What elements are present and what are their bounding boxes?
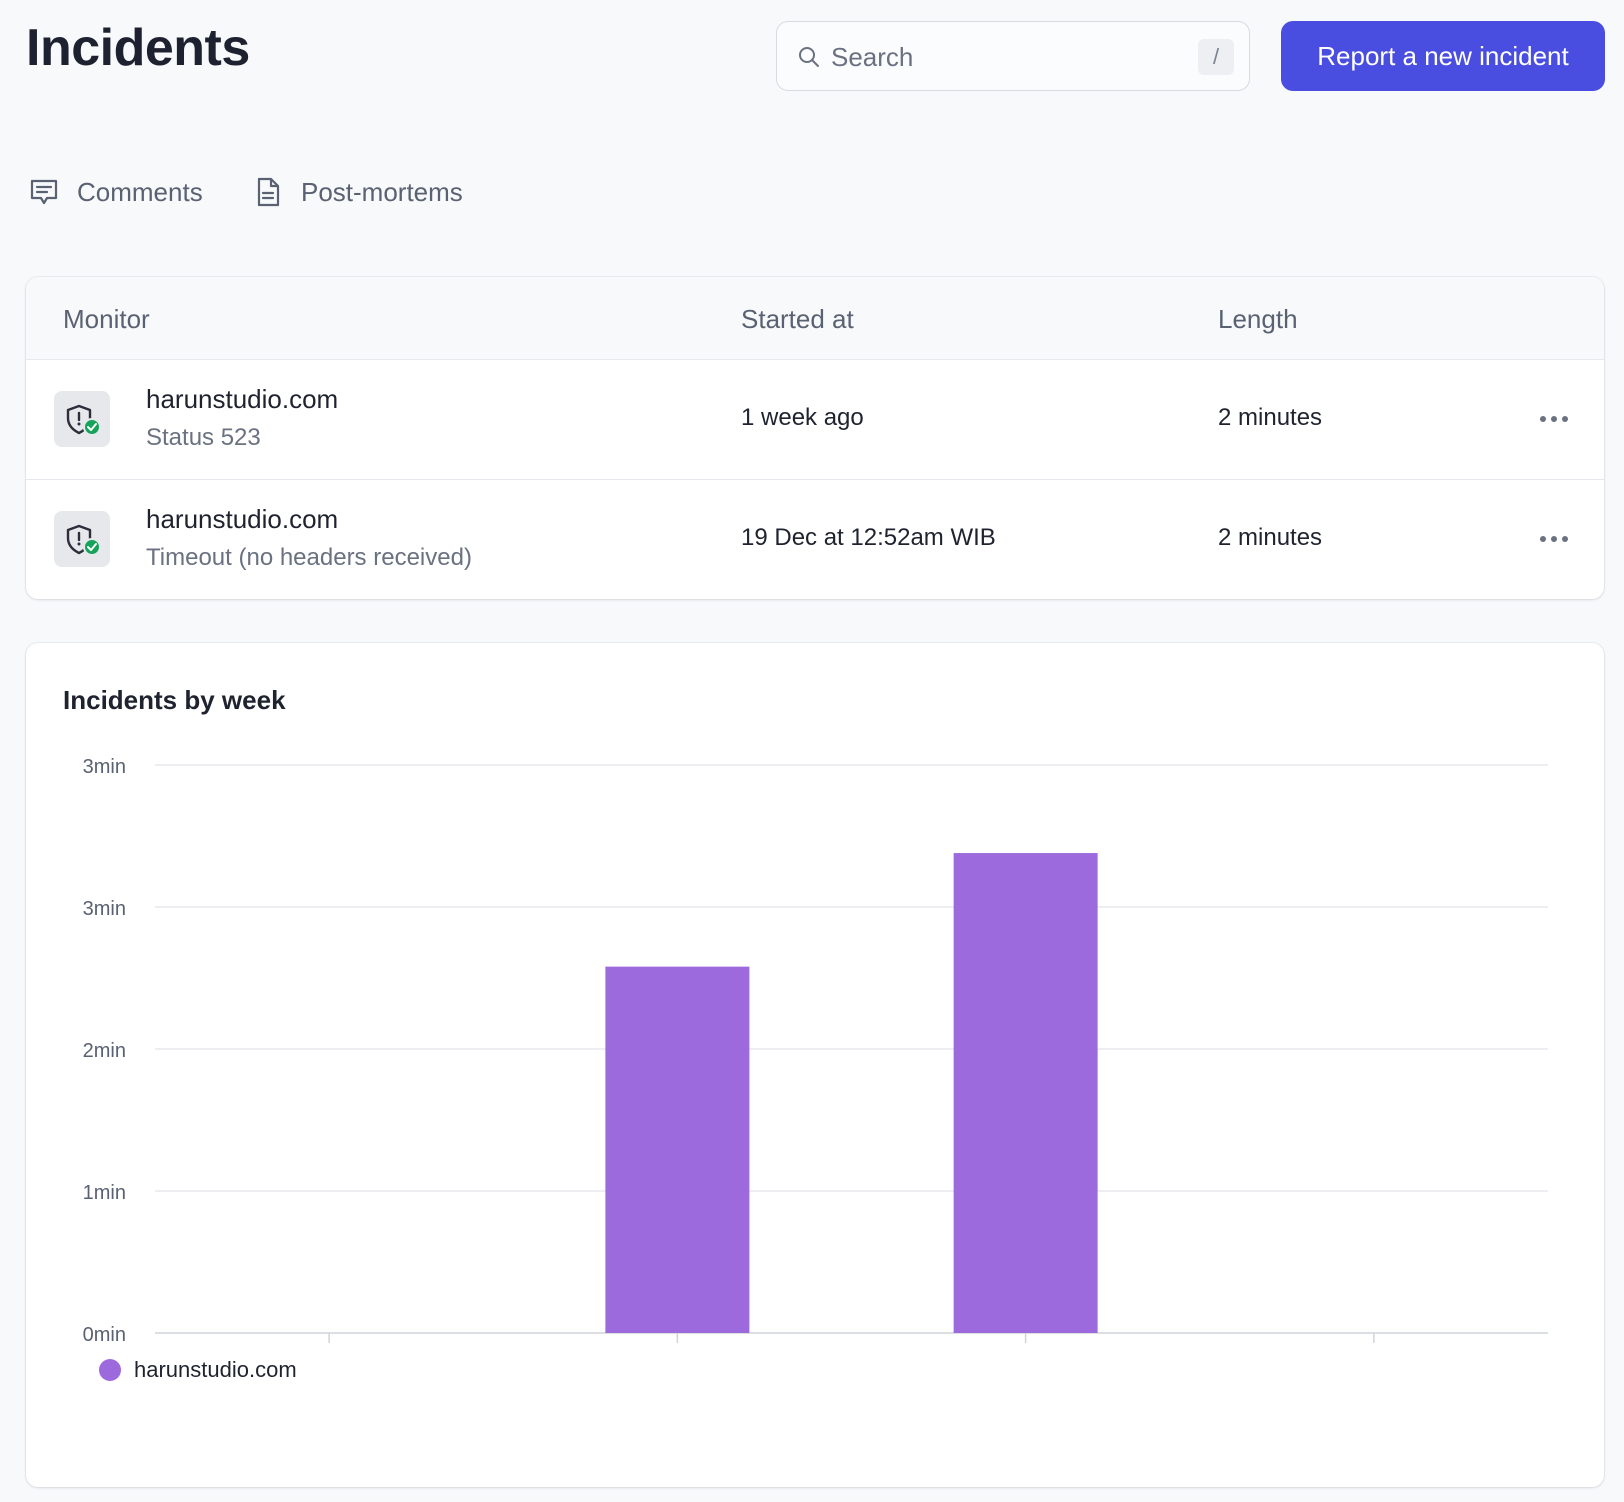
y-tick-label: 0min xyxy=(83,1324,126,1343)
chart-title: Incidents by week xyxy=(63,685,286,715)
search-shortcut-hint: / xyxy=(1198,39,1234,75)
bar xyxy=(953,853,1098,1333)
report-new-incident-button[interactable]: Report a new incident xyxy=(1281,21,1605,91)
column-header-started-at[interactable]: Started at xyxy=(741,304,854,334)
monitor-name[interactable]: harunstudio.com xyxy=(146,504,339,534)
shield-check-icon xyxy=(66,524,101,556)
monitor-status-icon xyxy=(54,391,110,447)
started-at: 19 Dec at 12:52am WIB xyxy=(741,524,996,551)
monitor-name[interactable]: harunstudio.com xyxy=(146,384,339,414)
incidents-by-week-card: Incidents by week 0min1min2min3min3min11… xyxy=(26,643,1604,1487)
incidents-table: Monitor Started at Length harunstudio.co… xyxy=(26,277,1604,599)
y-tick-label: 1min xyxy=(83,1182,126,1204)
search-icon xyxy=(799,47,819,67)
tab-comments-label: Comments xyxy=(77,176,203,207)
incident-cause: Status 523 xyxy=(146,424,261,451)
more-actions-icon[interactable] xyxy=(1532,524,1576,554)
incident-length: 2 minutes xyxy=(1218,404,1323,431)
comment-icon xyxy=(30,179,58,205)
incident-cause: Timeout (no headers received) xyxy=(146,544,472,571)
tab-comments[interactable]: Comments xyxy=(28,172,203,212)
chart-legend[interactable]: harunstudio.com xyxy=(99,1357,297,1383)
y-tick-label: 3min xyxy=(83,898,126,920)
y-tick-label: 2min xyxy=(83,1040,126,1062)
tab-post-mortems[interactable]: Post-mortems xyxy=(252,172,463,212)
started-at: 1 week ago xyxy=(741,404,864,431)
incidents-bar-chart: 0min1min2min3min3min11 Dec18 Dec25 Dec1 … xyxy=(83,756,1548,1343)
column-header-monitor[interactable]: Monitor xyxy=(63,304,150,334)
column-header-length[interactable]: Length xyxy=(1218,304,1298,334)
table-row[interactable]: harunstudio.com Status 523 1 week ago 2 … xyxy=(26,360,1604,480)
table-header: Monitor Started at Length xyxy=(26,277,1604,360)
search-placeholder: Search xyxy=(831,42,914,72)
page-title: Incidents xyxy=(26,19,250,77)
y-tick-label: 3min xyxy=(83,756,126,778)
tab-post-mortems-label: Post-mortems xyxy=(301,176,463,207)
document-icon xyxy=(257,177,280,207)
incident-length: 2 minutes xyxy=(1218,524,1323,551)
shield-check-icon xyxy=(66,404,101,436)
table-row[interactable]: harunstudio.com Timeout (no headers rece… xyxy=(26,480,1604,599)
legend-label: harunstudio.com xyxy=(134,1357,297,1382)
more-actions-icon[interactable] xyxy=(1532,404,1576,434)
search-input[interactable]: Search / xyxy=(776,21,1250,91)
bar xyxy=(605,966,750,1333)
legend-swatch xyxy=(99,1359,121,1381)
monitor-status-icon xyxy=(54,511,110,567)
